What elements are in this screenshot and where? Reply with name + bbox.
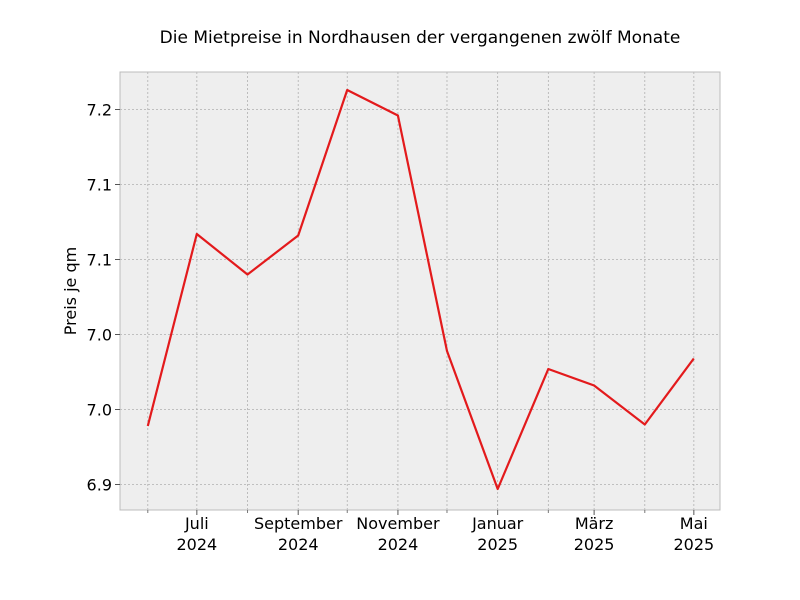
y-tick-label: 7.2	[87, 101, 112, 120]
y-tick-label: 7.1	[87, 176, 112, 195]
y-tick-label: 7.0	[87, 326, 112, 345]
plot-frame	[119, 71, 721, 511]
plot-area	[120, 72, 720, 510]
x-tick-label-year: 2024	[176, 535, 217, 554]
x-tick-label-month: November	[356, 514, 440, 533]
grid-layer	[120, 72, 720, 510]
y-tick-label: 7.0	[87, 401, 112, 420]
x-tick-label-month: Mai	[680, 514, 708, 533]
x-tick-label-year: 2025	[477, 535, 518, 554]
y-tick-label: 7.1	[87, 251, 112, 270]
x-tick-label-month: September	[254, 514, 343, 533]
x-tick-label-year: 2024	[278, 535, 319, 554]
series-layer	[146, 88, 695, 491]
series-line	[146, 88, 695, 491]
y-tick-label: 6.9	[87, 476, 112, 495]
x-tick-label-month: März	[575, 514, 614, 533]
x-tick-label-year: 2025	[673, 535, 714, 554]
y-axis-title: Preis je qm	[61, 247, 80, 335]
x-tick-label-month: Juli	[184, 514, 209, 533]
x-tick-label-year: 2025	[574, 535, 615, 554]
x-tick-label-year: 2024	[378, 535, 419, 554]
x-tick-label-month: Januar	[471, 514, 524, 533]
tick-layer: Juli 2024 September 2024 November 2024 Januar 2…	[87, 101, 715, 555]
chart-title: Die Mietpreise in Nordhausen der vergang…	[160, 28, 681, 48]
